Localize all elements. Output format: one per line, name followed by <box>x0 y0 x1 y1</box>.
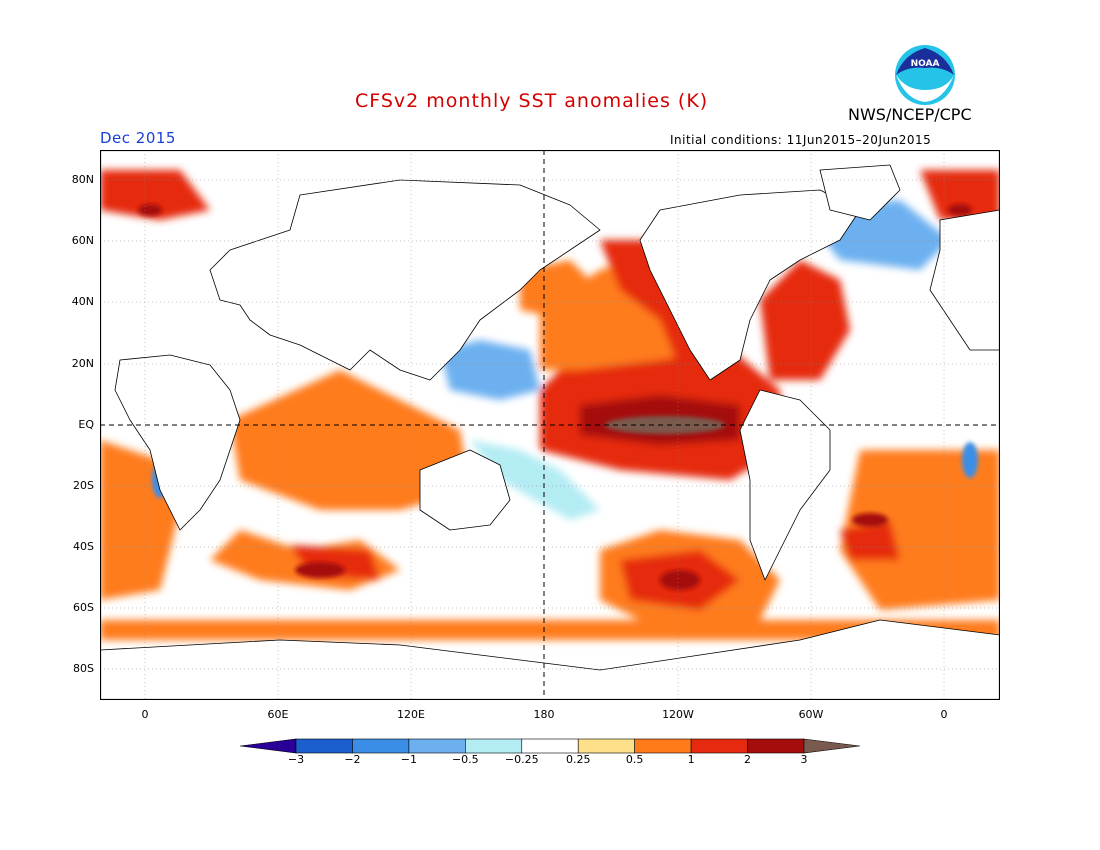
lon-label-0-east: 0 <box>940 708 948 721</box>
sst-anomaly-map <box>100 150 1000 700</box>
colorbar-tick-label: 0.5 <box>625 753 644 766</box>
lat-label-80n: 80N <box>71 173 94 186</box>
lat-label-80s: 80S <box>73 662 94 675</box>
colorbar-swatch <box>747 738 805 754</box>
colorbar <box>240 738 860 754</box>
lat-label-60s: 60S <box>73 601 94 614</box>
colorbar-tick-label: 3 <box>800 753 808 766</box>
colorbar-tick-label: −3 <box>287 753 305 766</box>
lat-label-40n: 40N <box>71 295 94 308</box>
colorbar-tick-label: 1 <box>687 753 695 766</box>
lat-label-20s: 20S <box>73 479 94 492</box>
initial-conditions: Initial conditions: 11Jun2015–20Jun2015 <box>670 133 932 147</box>
lon-label-60w: 60W <box>798 708 824 721</box>
colorbar-tick-label: −2 <box>344 753 361 766</box>
lon-label-120e: 120E <box>397 708 425 721</box>
south-america <box>739 389 831 581</box>
colorbar-swatch <box>521 738 579 754</box>
continents <box>100 164 1000 700</box>
lat-label-60n: 60N <box>71 234 94 247</box>
colorbar-swatch <box>577 738 635 754</box>
lon-label-180: 180 <box>533 708 555 721</box>
colorbar-swatch <box>690 738 748 754</box>
colorbar-swatch <box>465 738 523 754</box>
chart-title: CFSv2 monthly SST anomalies (K) <box>355 90 709 112</box>
lon-label-60e: 60E <box>267 708 289 721</box>
agency-label: NWS/NCEP/CPC <box>848 105 972 124</box>
colorbar-swatch <box>352 738 410 754</box>
noaa-logo: NOAA <box>895 45 955 105</box>
antarctica <box>100 619 1000 700</box>
lon-label-120w: 120W <box>662 708 694 721</box>
logo-text: NOAA <box>911 59 940 69</box>
colorbar-max-arrow <box>803 738 860 754</box>
colorbar-swatch <box>408 738 466 754</box>
colorbar-tick-label: 0.25 <box>565 753 591 766</box>
colorbar-tick-label: −1 <box>400 753 417 766</box>
greenland <box>819 164 901 221</box>
colorbar-swatch <box>634 738 692 754</box>
lat-label-20n: 20N <box>71 357 94 370</box>
colorbar-min-arrow <box>240 738 297 754</box>
target-month: Dec 2015 <box>100 129 176 147</box>
colorbar-tick-label: 2 <box>744 753 752 766</box>
colorbar-tick-label: −0.25 <box>504 753 539 766</box>
europe-west <box>929 209 1000 351</box>
lon-label-0: 0 <box>141 708 149 721</box>
australia <box>419 449 511 531</box>
colorbar-swatch <box>295 738 353 754</box>
lat-label-eq: EQ <box>78 418 94 431</box>
anomaly-field <box>100 170 1000 640</box>
lat-label-40s: 40S <box>73 540 94 553</box>
colorbar-tick-label: −0.5 <box>451 753 479 766</box>
eurasia <box>209 179 601 381</box>
